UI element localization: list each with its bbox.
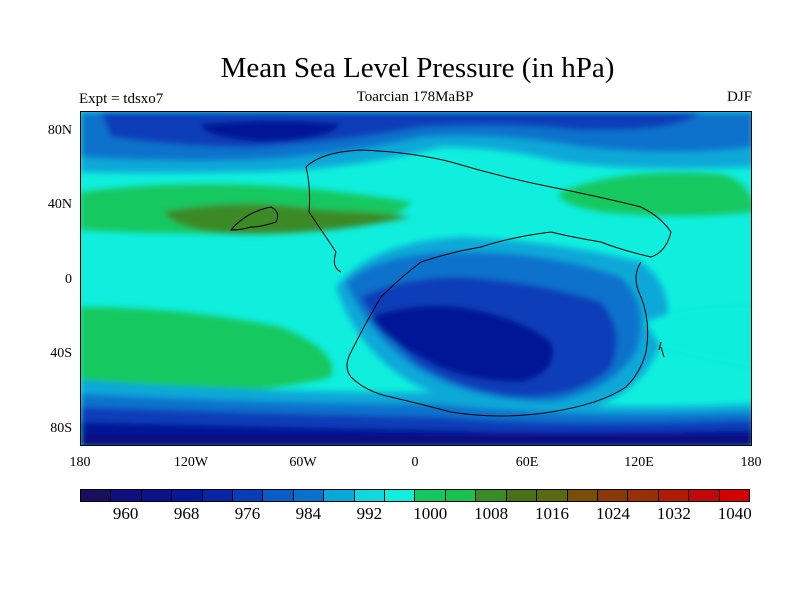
colorbar-label: 1016	[535, 504, 570, 523]
period-label: Toarcian 178MaBP	[356, 89, 474, 105]
lon-label-120e: 120E	[624, 455, 654, 470]
pressure-band-1016-npac	[163, 203, 411, 234]
colorbar-label: 992	[356, 504, 383, 523]
lon-label-120w: 120W	[173, 455, 209, 470]
colorbar-swatch	[233, 490, 264, 501]
colorbar-label: 1040	[717, 504, 752, 523]
season-label: DJF	[726, 89, 752, 105]
colorbar-swatch	[293, 490, 325, 501]
colorbar-swatch	[415, 490, 446, 501]
colorbar-swatch	[689, 490, 720, 501]
colorbar-swatch	[111, 490, 142, 501]
map-panel	[80, 111, 752, 446]
lon-label-180e: 180	[740, 455, 762, 470]
pangea-west-coast	[305, 166, 342, 273]
colorbar-label: 960	[112, 504, 139, 523]
colorbar-swatch	[141, 490, 173, 501]
colorbar-swatch	[445, 490, 477, 501]
colorbar-swatch	[628, 490, 659, 501]
colorbar-swatch	[476, 490, 507, 501]
pressure-band-1008-spac	[81, 307, 333, 394]
experiment-label: Expt = tdsxo7	[79, 91, 164, 107]
lat-label-0: 0	[65, 272, 72, 287]
lon-label-60e: 60E	[515, 455, 539, 470]
colorbar-swatch	[658, 490, 690, 501]
pressure-band-960-south	[81, 435, 751, 445]
colorbar-swatch	[719, 490, 749, 501]
lat-label-40s: 40S	[50, 346, 72, 361]
pangea-coast	[305, 149, 672, 417]
colorbar-label: 1008	[474, 504, 509, 523]
colorbar-swatch	[263, 490, 294, 501]
colorbar-label: 1024	[595, 504, 630, 523]
colorbar-swatch	[202, 490, 234, 501]
colorbar-swatch	[597, 490, 629, 501]
pressure-band-968-pangea	[371, 305, 553, 382]
pressure-field-map	[81, 112, 751, 445]
colorbar-label: 976	[234, 504, 261, 523]
lat-label-40n: 40N	[47, 197, 72, 212]
island-npac	[229, 206, 279, 231]
colorbar-swatch	[324, 490, 355, 501]
lon-label-180w: 180	[69, 455, 91, 470]
pressure-band-972-north	[201, 120, 341, 142]
pressure-band-1000-east	[646, 307, 751, 367]
colorbar-swatch	[354, 490, 386, 501]
colorbar-label: 1032	[656, 504, 691, 523]
lon-label-60w: 60W	[289, 455, 317, 470]
island-east	[658, 341, 665, 358]
lat-label-80s: 80S	[50, 421, 72, 436]
colorbar-label: 984	[295, 504, 322, 523]
colorbar	[80, 489, 750, 502]
colorbar-swatch	[506, 490, 538, 501]
colorbar-swatch	[567, 490, 598, 501]
chart-title: Mean Sea Level Pressure (in hPa)	[220, 52, 615, 84]
lon-label-0: 0	[411, 455, 419, 470]
lat-label-80n: 80N	[47, 123, 72, 138]
colorbar-swatch	[385, 490, 416, 501]
colorbar-swatch	[172, 490, 203, 501]
colorbar-swatch	[81, 490, 112, 501]
colorbar-label: 1000	[413, 504, 448, 523]
pressure-band-1008-ne	[559, 172, 751, 216]
colorbar-swatch	[537, 490, 568, 501]
coastlines	[229, 149, 672, 417]
colorbar-label: 968	[173, 504, 200, 523]
